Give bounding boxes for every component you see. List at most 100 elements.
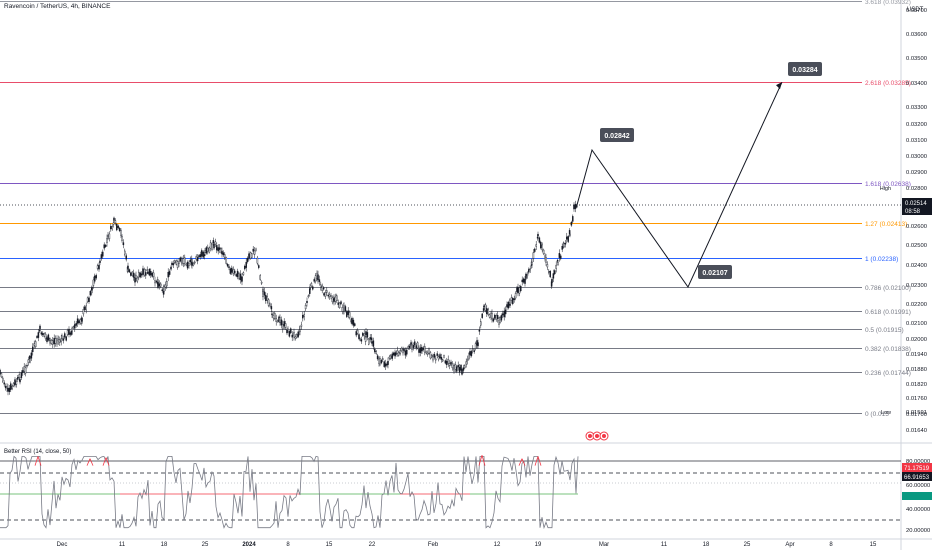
price-axis-tick: 0.02100 xyxy=(906,321,927,327)
candle xyxy=(346,311,348,317)
price-axis-tick: 0.03300 xyxy=(906,105,927,111)
candle xyxy=(175,260,177,265)
candle xyxy=(8,387,11,392)
candle xyxy=(456,366,458,372)
candle xyxy=(151,272,153,277)
fib-level-label: 0.5 (0.01915) xyxy=(865,327,904,334)
candle xyxy=(249,252,252,259)
price-axis-tick: 0.02200 xyxy=(906,302,927,308)
candle xyxy=(147,272,149,274)
candle xyxy=(280,319,283,326)
candle xyxy=(437,356,440,360)
candle xyxy=(0,373,3,378)
candle xyxy=(474,343,477,349)
candle xyxy=(545,257,547,263)
candle xyxy=(460,364,462,371)
candle xyxy=(384,363,387,367)
candle xyxy=(320,284,322,288)
candle xyxy=(211,243,213,250)
candle xyxy=(525,273,527,279)
rsi-axis-tick: 60.00000 xyxy=(906,483,930,489)
candle xyxy=(318,279,321,282)
candle xyxy=(299,329,301,333)
candle xyxy=(248,253,250,259)
candles-group xyxy=(0,200,578,396)
symbol-title[interactable]: Ravencoin / TetherUS, 4h, BINANCE xyxy=(4,3,111,10)
candle xyxy=(246,257,249,262)
event-flag-icon-dot xyxy=(595,434,599,438)
candle xyxy=(487,308,489,315)
candle xyxy=(213,244,215,249)
candle xyxy=(461,369,463,375)
candle xyxy=(368,338,370,345)
candle xyxy=(532,252,535,259)
candle xyxy=(561,246,563,250)
candle xyxy=(150,271,152,276)
candle xyxy=(37,332,40,338)
fib-level-label: 1 (0.02238) xyxy=(865,256,898,263)
candle xyxy=(486,308,488,315)
candle xyxy=(23,366,25,372)
candle xyxy=(421,349,423,352)
candle xyxy=(458,367,461,373)
candle xyxy=(469,351,471,356)
candle xyxy=(242,272,245,275)
candle xyxy=(395,352,397,355)
candle xyxy=(560,255,562,259)
candle xyxy=(288,331,291,337)
candle xyxy=(17,377,19,380)
candle xyxy=(22,370,24,373)
fib-level-label: 1.618 (0.02638) xyxy=(865,181,911,188)
candle xyxy=(444,360,447,364)
candle xyxy=(513,298,515,301)
candle xyxy=(310,283,313,287)
candle xyxy=(120,230,122,236)
candle xyxy=(425,351,427,354)
candle xyxy=(380,359,383,364)
candle xyxy=(517,287,519,293)
price-axis-tick: 0.01820 xyxy=(906,382,927,388)
candle xyxy=(328,294,331,297)
candle xyxy=(54,338,57,344)
candle xyxy=(96,265,99,269)
candle xyxy=(203,254,206,257)
candle xyxy=(188,263,190,266)
candle xyxy=(548,270,550,273)
candle xyxy=(509,303,511,306)
candle xyxy=(552,273,555,279)
candle xyxy=(220,248,222,253)
candle xyxy=(266,296,268,301)
candle xyxy=(30,352,33,359)
candle xyxy=(303,314,305,317)
candle xyxy=(554,270,556,275)
candle xyxy=(323,293,325,296)
candle xyxy=(207,247,209,252)
candle xyxy=(500,315,503,321)
price-axis-tick: 0.03600 xyxy=(906,32,927,38)
fib-level-label: 3.618 (0.03932) xyxy=(865,0,911,6)
candle xyxy=(391,353,393,359)
time-axis-label: 25 xyxy=(744,542,751,548)
candle xyxy=(448,363,451,366)
candle xyxy=(503,310,505,318)
candle xyxy=(62,338,65,341)
candle xyxy=(363,333,365,337)
candle xyxy=(388,356,391,359)
candle xyxy=(524,278,526,284)
candle xyxy=(282,324,284,330)
candle xyxy=(244,265,246,270)
candle xyxy=(117,225,119,228)
fib-level-label: 0.618 (0.01991) xyxy=(865,309,911,316)
candle xyxy=(269,303,271,307)
candle xyxy=(222,252,225,256)
candle xyxy=(275,318,277,322)
candle xyxy=(387,360,389,365)
rsi-indicator-title[interactable]: Better RSI (14, close, 50) xyxy=(4,449,72,455)
candle xyxy=(127,265,129,270)
candle xyxy=(161,289,163,292)
candle xyxy=(359,338,361,341)
candle xyxy=(81,318,83,322)
candle xyxy=(198,255,200,258)
candle xyxy=(39,325,41,329)
